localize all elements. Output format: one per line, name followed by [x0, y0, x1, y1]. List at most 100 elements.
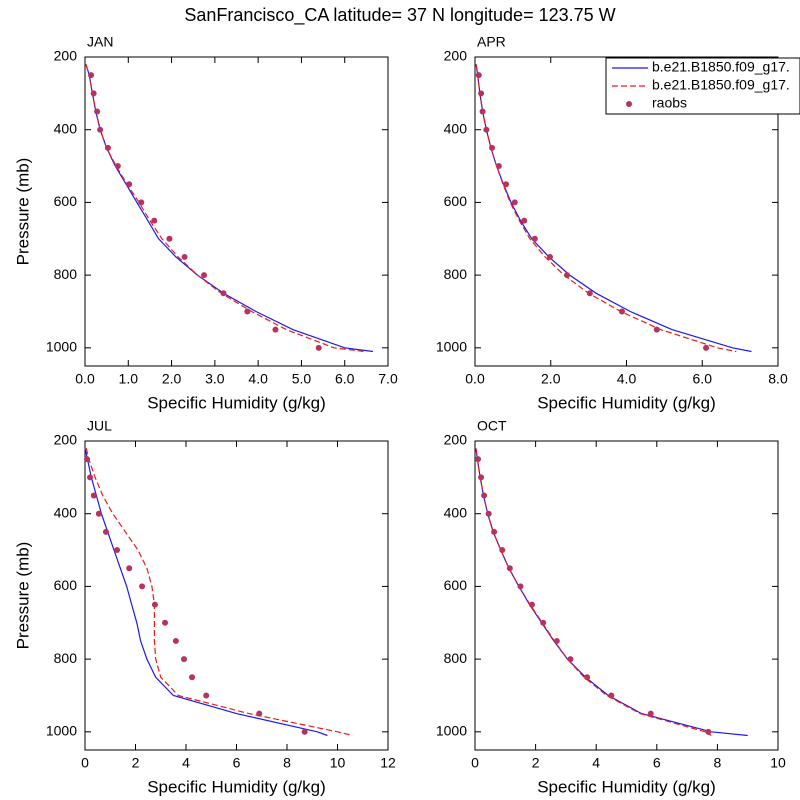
raob-point: [586, 290, 593, 297]
y-axis-label: Pressure (mb): [13, 542, 32, 650]
x-tick-label: 0: [81, 755, 89, 771]
raob-point: [151, 601, 158, 608]
y-tick-label: 1000: [46, 339, 77, 355]
legend-label: b.e21.B1850.f09_g17.: [652, 77, 790, 93]
x-tick-label: 8.0: [768, 371, 788, 387]
x-tick-label: 4: [182, 755, 190, 771]
x-tick-label: 2.0: [541, 371, 561, 387]
panel-title: APR: [477, 34, 506, 50]
x-tick-label: 8: [283, 755, 291, 771]
profile-line: [85, 64, 365, 353]
raob-point: [703, 344, 710, 351]
raob-point: [94, 108, 101, 115]
y-tick-label: 600: [444, 193, 468, 209]
profile-line: [84, 448, 328, 737]
raob-point: [166, 235, 173, 242]
x-tick-label: 3.0: [205, 371, 225, 387]
x-axis-label: Specific Humidity (g/kg): [537, 393, 716, 412]
y-tick-label: 800: [54, 650, 78, 666]
raob-point: [705, 728, 712, 735]
raob-point: [540, 619, 547, 626]
raob-point: [97, 126, 104, 133]
x-axis-label: Specific Humidity (g/kg): [147, 777, 326, 796]
y-tick-label: 600: [444, 577, 468, 593]
y-tick-label: 800: [444, 650, 468, 666]
x-tick-label: 4: [592, 755, 600, 771]
raob-point: [653, 326, 660, 333]
y-tick-label: 600: [54, 193, 78, 209]
profile-line: [85, 448, 353, 737]
raob-point: [272, 326, 279, 333]
y-tick-label: 200: [444, 432, 468, 448]
raob-point: [315, 344, 322, 351]
x-tick-label: 6: [233, 755, 241, 771]
raob-point: [114, 547, 121, 554]
y-tick-label: 1000: [46, 723, 77, 739]
raob-point: [475, 72, 482, 79]
x-tick-label: 10: [770, 755, 786, 771]
y-axis-label: Pressure (mb): [13, 158, 32, 266]
raob-point: [553, 637, 560, 644]
y-tick-label: 800: [54, 266, 78, 282]
x-tick-label: 2: [132, 755, 140, 771]
x-tick-label: 7.0: [378, 371, 398, 387]
raob-point: [618, 308, 625, 315]
raob-point: [517, 583, 524, 590]
x-tick-label: 6.0: [335, 371, 355, 387]
plot-frame: [474, 440, 779, 751]
panel-title: JUL: [87, 418, 112, 434]
raob-point: [114, 163, 121, 170]
y-tick-label: 400: [54, 504, 78, 520]
y-tick-label: 600: [54, 577, 78, 593]
x-axis-label: Specific Humidity (g/kg): [537, 777, 716, 796]
x-tick-label: 8: [714, 755, 722, 771]
raob-point: [503, 181, 510, 188]
y-tick-label: 200: [54, 432, 78, 448]
plot-frame: [84, 56, 389, 367]
raob-point: [506, 565, 513, 572]
raob-point: [126, 181, 133, 188]
y-tick-label: 200: [444, 48, 468, 64]
raob-point: [84, 456, 91, 463]
raob-point: [189, 674, 196, 681]
legend-label: b.e21.B1850.f09_g17.: [652, 59, 790, 75]
x-tick-label: 0.0: [75, 371, 95, 387]
profile-line: [475, 64, 737, 353]
raob-point: [172, 637, 179, 644]
raob-point: [138, 199, 145, 206]
raob-point: [546, 253, 553, 260]
raob-point: [90, 492, 97, 499]
raob-point: [126, 565, 133, 572]
raob-point: [567, 656, 574, 663]
raob-point: [95, 510, 102, 517]
x-tick-label: 2.0: [162, 371, 182, 387]
y-tick-label: 1000: [436, 339, 467, 355]
raob-point: [181, 253, 188, 260]
y-tick-label: 400: [444, 504, 468, 520]
panel-title: OCT: [477, 418, 507, 434]
profile-line: [475, 448, 712, 737]
raob-point: [531, 235, 538, 242]
y-tick-label: 800: [444, 266, 468, 282]
x-tick-label: 0: [471, 755, 479, 771]
raob-point: [102, 528, 109, 535]
x-tick-label: 2: [532, 755, 540, 771]
raob-point: [481, 492, 488, 499]
raob-point: [220, 290, 227, 297]
raob-point: [485, 510, 492, 517]
x-axis-label: Specific Humidity (g/kg): [147, 393, 326, 412]
x-tick-label: 4.0: [617, 371, 637, 387]
raob-point: [104, 144, 111, 151]
raob-point: [180, 656, 187, 663]
raob-point: [495, 163, 502, 170]
raob-point: [301, 728, 308, 735]
raob-point: [564, 272, 571, 279]
raob-point: [478, 90, 485, 97]
raob-point: [244, 308, 251, 315]
raob-point: [491, 528, 498, 535]
page-title: SanFrancisco_CA latitude= 37 N longitude…: [184, 5, 615, 26]
x-tick-label: 12: [380, 755, 396, 771]
raob-point: [608, 692, 615, 699]
raob-point: [584, 674, 591, 681]
